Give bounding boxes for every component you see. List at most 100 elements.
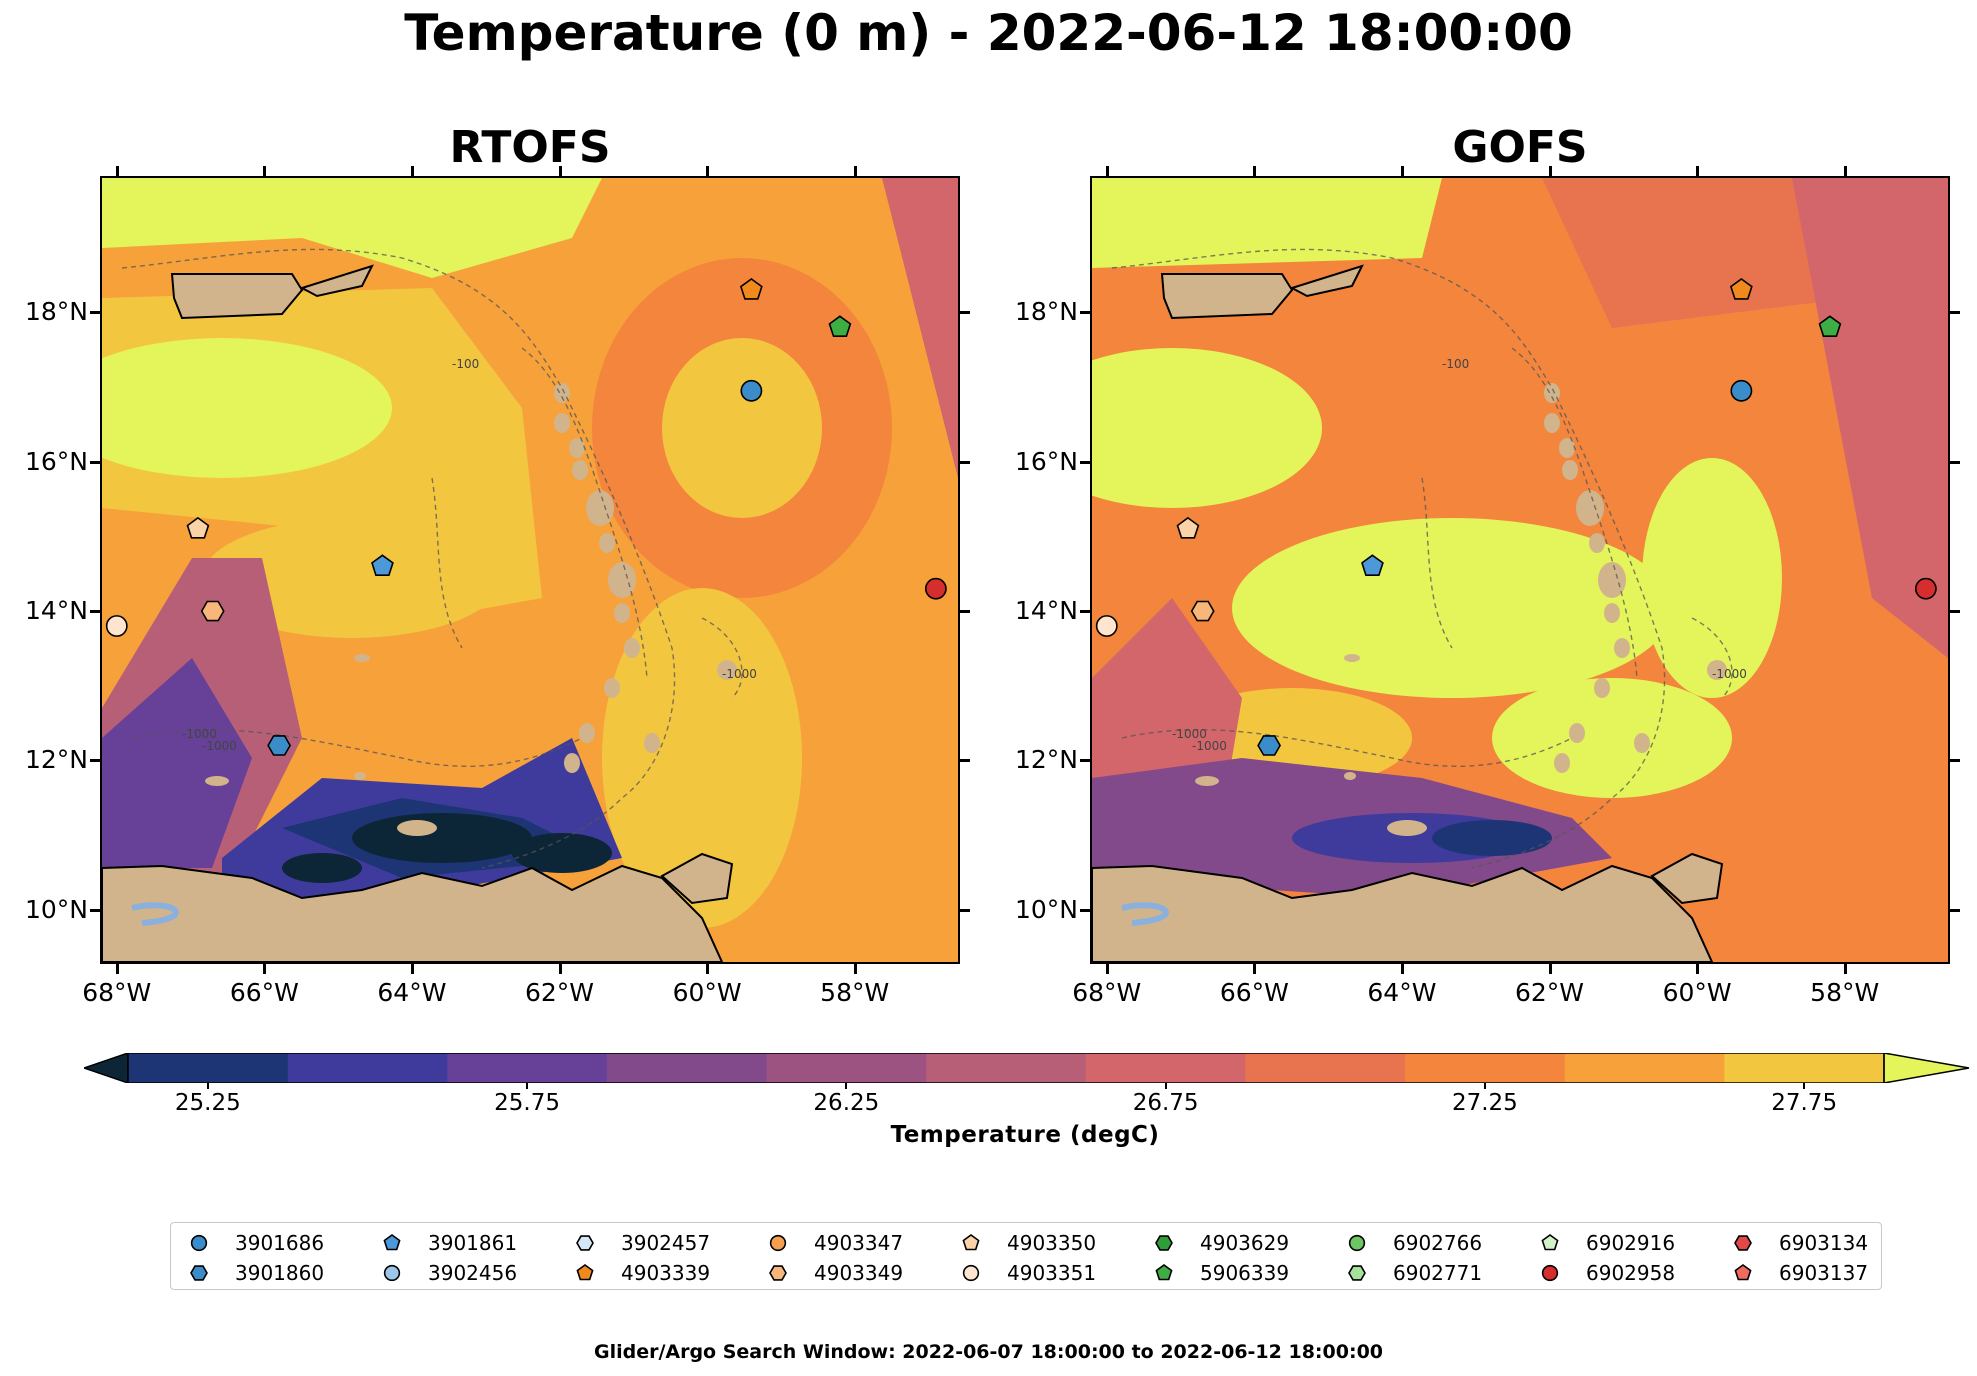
contour-100	[521, 347, 648, 679]
field-coldest-3	[282, 853, 362, 883]
panel-title-gofs: GOFS	[1452, 122, 1588, 173]
lon-tick-1-0	[1105, 964, 1109, 974]
lon-label-1-1: 66°W	[1219, 978, 1289, 1007]
island-9	[604, 678, 620, 698]
contour-label-2: -100	[1442, 357, 1469, 371]
contour-aves	[1421, 477, 1453, 649]
lon-tick-0-4	[706, 964, 710, 974]
lat-tick-right-0-4	[960, 908, 970, 912]
lat-label-0-1: 16°N	[24, 446, 88, 476]
marker-4903629	[1155, 1235, 1173, 1251]
marker-3901861	[383, 1234, 401, 1251]
colorbar-tick-0: 25.25	[174, 1090, 241, 1116]
legend-label: 3901686	[235, 1231, 325, 1255]
island-virgin	[299, 264, 374, 298]
lat-tick-1-4	[1080, 908, 1090, 912]
island-11	[564, 753, 580, 773]
marker-4903339	[1729, 278, 1753, 300]
island-puerto-rico	[1160, 273, 1294, 320]
marker-3901686	[1730, 379, 1753, 402]
panel-title-rtofs: RTOFS	[449, 122, 611, 173]
contour-1000	[121, 248, 676, 869]
lat-tick-right-0-3	[960, 759, 970, 763]
temperature-field	[1092, 178, 1948, 962]
lon-tick-0-0	[115, 964, 119, 974]
marker-3901686	[190, 1234, 208, 1252]
legend-label: 6902958	[1586, 1261, 1676, 1285]
marker-6902766	[1348, 1234, 1366, 1252]
legend-label: 4903347	[814, 1231, 904, 1255]
legend-label: 4903629	[1200, 1231, 1290, 1255]
marker-3902457	[576, 1235, 594, 1251]
lon-tick-0-1	[263, 964, 267, 974]
island-blanquilla	[354, 654, 370, 662]
legend-label: 3901860	[235, 1261, 325, 1285]
colorbar-extend-high	[1883, 1052, 1970, 1084]
island-8	[1614, 638, 1630, 658]
island-5	[1589, 533, 1605, 553]
marker-4903339	[739, 278, 763, 300]
colorbar-tick-4: 27.25	[1451, 1090, 1518, 1116]
legend-label: 6902766	[1393, 1231, 1483, 1255]
marker-4903350	[1176, 516, 1200, 539]
lon-tick-0-2	[410, 964, 414, 974]
lon-tick-1-4	[1696, 964, 1700, 974]
contour-100	[1511, 347, 1638, 679]
lat-tick-0-0	[90, 311, 100, 315]
contour-label-0: -1000	[1172, 727, 1207, 741]
lat-tick-1-0	[1080, 311, 1090, 315]
field-colder-south	[1432, 820, 1552, 856]
island-curacao	[1195, 776, 1219, 786]
lon-tick-0-3	[558, 964, 562, 974]
marker-6902916	[1541, 1234, 1559, 1251]
lon-label-0-5: 58°W	[820, 978, 890, 1007]
marker-3901861	[1361, 554, 1384, 577]
lat-tick-0-2	[90, 610, 100, 614]
colorbar-tick-5: 27.75	[1771, 1090, 1838, 1116]
field-warm-north	[1092, 178, 1442, 268]
marker-3901860	[1257, 735, 1282, 756]
contour-barbados	[1691, 617, 1733, 699]
colorbar-bin-2	[447, 1053, 608, 1083]
contour-aves	[431, 477, 463, 649]
lat-tick-1-2	[1080, 610, 1090, 614]
colorbar-tickmark-2	[845, 1083, 848, 1089]
lon-tick-top-1-1	[1253, 166, 1257, 176]
field-warm-blob-1	[102, 338, 392, 478]
lon-label-1-5: 58°W	[1810, 978, 1880, 1007]
contour-label-3: -1000	[1712, 667, 1747, 681]
marker-6902958	[924, 577, 947, 600]
marker-4903351	[962, 1264, 980, 1282]
contour-label-1: -1000	[1192, 739, 1227, 753]
colorbar	[81, 1051, 1974, 1087]
lat-label-0-2: 14°N	[24, 596, 88, 626]
island-12	[644, 733, 660, 753]
map-panel-gofs[interactable]: -1000 -1000 -100 -1000	[1090, 176, 1950, 964]
lat-label-0-4: 10°N	[24, 894, 88, 924]
island-small	[1177, 300, 1183, 306]
legend-label: 6902916	[1586, 1231, 1676, 1255]
lon-label-0-4: 60°W	[672, 978, 742, 1007]
island-trinidad	[660, 852, 734, 905]
colorbar-extend-low	[81, 1051, 129, 1085]
legend-label: 3901861	[428, 1231, 518, 1255]
lon-tick-top-0-5	[853, 166, 857, 176]
colorbar-bin-4	[766, 1053, 927, 1083]
contour-label-3: -1000	[722, 667, 757, 681]
lon-label-1-0: 68°W	[1072, 978, 1142, 1007]
lon-tick-1-3	[1548, 964, 1552, 974]
marker-4903339	[576, 1264, 594, 1281]
island-orchila	[354, 772, 366, 780]
island-0	[554, 383, 570, 403]
island-barbados	[717, 660, 737, 680]
island-trinidad	[1650, 852, 1724, 905]
lon-tick-1-5	[1843, 964, 1847, 974]
marker-3901686	[740, 379, 763, 402]
map-panel-rtofs[interactable]: -1000 -1000 -100 -1000	[100, 176, 960, 964]
colorbar-bin-5	[926, 1053, 1087, 1083]
lon-tick-top-1-0	[1105, 166, 1109, 176]
island-10	[1569, 723, 1585, 743]
colorbar-bin-0	[128, 1053, 289, 1083]
field-coldest-1	[352, 813, 532, 863]
lon-tick-top-0-3	[558, 166, 562, 176]
